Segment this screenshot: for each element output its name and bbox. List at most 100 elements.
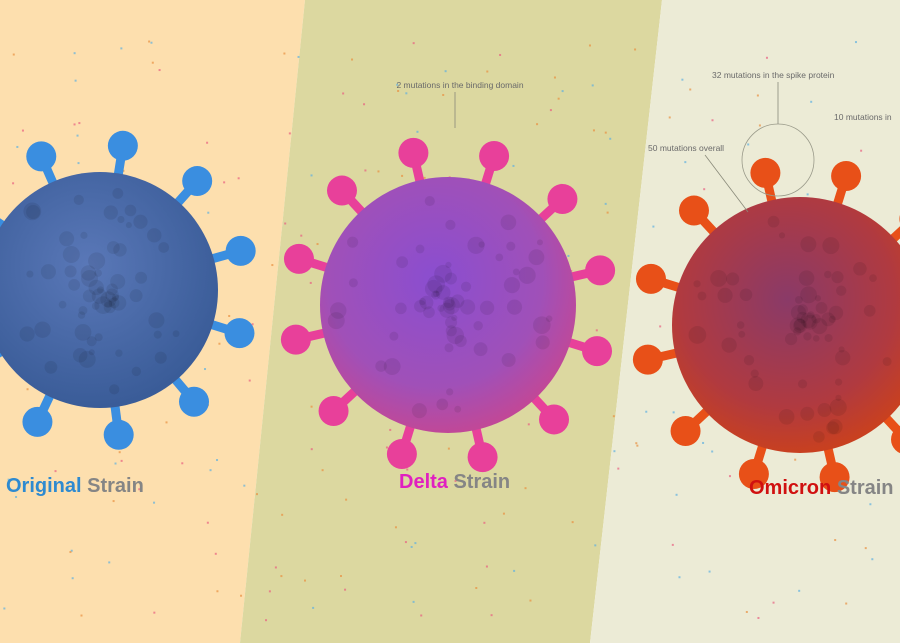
virus-body <box>0 172 218 408</box>
particle <box>312 606 315 609</box>
particle <box>316 243 319 246</box>
particle <box>854 41 857 44</box>
particle <box>595 329 598 332</box>
particle <box>401 174 404 177</box>
particle <box>765 56 768 59</box>
particle <box>274 566 277 569</box>
texture <box>814 295 822 302</box>
particle <box>758 124 761 127</box>
texture <box>125 222 132 229</box>
strain-suffix: Strain <box>453 471 510 493</box>
texture <box>748 376 764 392</box>
particle <box>74 79 77 82</box>
texture <box>68 278 81 291</box>
particle <box>524 487 527 490</box>
particle <box>442 93 445 96</box>
particle <box>223 181 226 184</box>
texture <box>797 304 808 315</box>
spike-head <box>585 255 616 286</box>
texture <box>778 408 795 425</box>
spike-head <box>225 235 256 266</box>
particle <box>21 129 24 132</box>
texture <box>467 236 485 254</box>
texture <box>518 266 536 284</box>
texture <box>512 268 520 276</box>
texture <box>826 421 840 435</box>
particle <box>486 70 489 73</box>
texture <box>688 326 707 344</box>
particle <box>617 467 620 470</box>
texture <box>110 274 126 290</box>
particle <box>153 611 156 614</box>
texture <box>88 349 95 356</box>
particle <box>148 40 151 43</box>
particle <box>571 521 574 524</box>
spike-head <box>547 183 578 214</box>
particle <box>672 411 675 414</box>
particle <box>689 88 692 91</box>
texture <box>389 331 399 341</box>
particle <box>454 479 457 482</box>
particle <box>609 137 612 140</box>
texture <box>106 241 120 254</box>
strain-label: Delta Strain <box>399 471 510 493</box>
texture <box>743 355 755 366</box>
texture <box>58 300 67 309</box>
texture <box>40 264 56 280</box>
texture <box>454 334 467 348</box>
texture <box>863 304 876 317</box>
particle <box>671 543 674 546</box>
particle <box>412 600 415 603</box>
particle <box>645 410 648 413</box>
particle <box>310 174 313 177</box>
particle <box>527 423 530 426</box>
particle <box>447 447 450 450</box>
texture <box>824 270 832 279</box>
particle <box>845 602 848 605</box>
texture <box>419 295 434 310</box>
particle <box>756 94 759 97</box>
texture <box>327 312 345 330</box>
particle <box>396 83 399 86</box>
texture <box>26 204 41 220</box>
texture <box>454 405 462 413</box>
particle <box>351 58 354 61</box>
texture <box>423 306 435 319</box>
particle <box>207 211 210 214</box>
spike-head <box>224 318 255 349</box>
particle <box>310 448 313 451</box>
texture <box>812 335 820 342</box>
particle <box>114 462 117 465</box>
particle <box>268 590 271 593</box>
particle <box>410 545 413 548</box>
particle <box>216 459 219 462</box>
particle <box>206 141 209 144</box>
texture <box>74 323 92 341</box>
texture <box>835 394 842 401</box>
texture <box>108 297 120 309</box>
spike-head <box>107 130 138 161</box>
texture <box>115 349 123 357</box>
texture <box>811 313 821 324</box>
particle <box>513 569 516 572</box>
particle <box>181 462 184 465</box>
texture <box>148 312 165 329</box>
particle <box>806 193 809 196</box>
texture <box>446 388 454 396</box>
particle <box>635 442 638 445</box>
spike-head <box>750 157 781 188</box>
texture <box>798 379 808 389</box>
annotation: 10 mutations in <box>834 112 892 122</box>
particle <box>684 161 687 164</box>
particle <box>237 177 240 180</box>
texture <box>129 289 143 303</box>
particle <box>283 52 286 55</box>
particle <box>420 614 423 617</box>
texture <box>831 271 844 284</box>
texture <box>460 281 472 292</box>
particle <box>860 149 863 152</box>
particle <box>810 100 813 103</box>
texture <box>88 279 104 296</box>
particle <box>310 405 313 408</box>
texture <box>86 336 97 347</box>
